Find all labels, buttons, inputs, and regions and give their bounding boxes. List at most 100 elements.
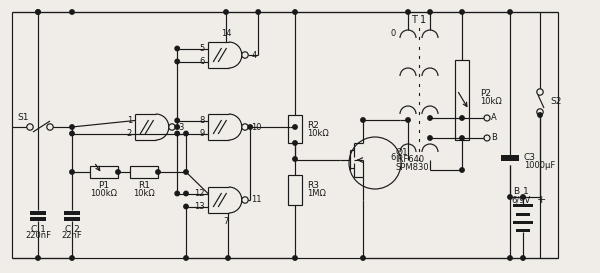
Text: R2: R2 <box>307 120 319 129</box>
Text: 13: 13 <box>194 202 205 211</box>
Circle shape <box>175 125 179 129</box>
Text: 1000μF: 1000μF <box>524 162 555 171</box>
Text: S2: S2 <box>550 97 562 106</box>
Text: 1: 1 <box>127 116 132 125</box>
Text: 14: 14 <box>221 28 231 37</box>
Text: 12: 12 <box>194 189 205 198</box>
Circle shape <box>184 256 188 260</box>
Circle shape <box>484 135 490 141</box>
Text: 1MΩ: 1MΩ <box>307 189 326 198</box>
Text: 6/9V: 6/9V <box>511 195 530 204</box>
Circle shape <box>293 10 297 14</box>
Text: SPM830: SPM830 <box>395 164 428 173</box>
Circle shape <box>70 256 74 260</box>
Circle shape <box>175 46 179 51</box>
Text: 10kΩ: 10kΩ <box>480 97 502 106</box>
Circle shape <box>538 113 542 117</box>
Circle shape <box>521 195 525 199</box>
Text: C3: C3 <box>524 153 536 162</box>
Circle shape <box>428 10 432 14</box>
Circle shape <box>47 124 53 130</box>
Bar <box>30 211 46 215</box>
Text: 22nF: 22nF <box>62 232 82 241</box>
Text: P2: P2 <box>480 90 491 99</box>
Circle shape <box>537 109 543 115</box>
Circle shape <box>521 256 525 260</box>
Bar <box>288 115 302 143</box>
Text: C 1: C 1 <box>31 224 46 233</box>
Circle shape <box>406 118 410 122</box>
Circle shape <box>184 204 188 209</box>
Circle shape <box>248 125 253 129</box>
Bar <box>501 157 519 161</box>
Text: IRF640: IRF640 <box>395 156 424 165</box>
Bar <box>30 217 46 221</box>
Circle shape <box>484 115 490 121</box>
Circle shape <box>460 136 464 140</box>
Text: Q1: Q1 <box>395 147 408 156</box>
Circle shape <box>36 10 40 14</box>
Circle shape <box>293 141 297 145</box>
Text: 6: 6 <box>391 153 396 162</box>
Bar <box>64 211 80 215</box>
Text: R1: R1 <box>138 182 150 191</box>
Circle shape <box>70 170 74 174</box>
Circle shape <box>70 125 74 129</box>
Circle shape <box>175 131 179 136</box>
Circle shape <box>36 256 40 260</box>
Text: +: + <box>537 195 547 205</box>
Bar <box>90 166 118 178</box>
Text: 9: 9 <box>200 129 205 138</box>
Text: 10: 10 <box>251 123 262 132</box>
Circle shape <box>508 256 512 260</box>
Text: 0: 0 <box>391 28 396 37</box>
Circle shape <box>242 124 248 130</box>
Circle shape <box>293 157 297 161</box>
Text: 4: 4 <box>251 51 256 60</box>
Circle shape <box>175 118 179 123</box>
Circle shape <box>293 125 297 129</box>
Circle shape <box>406 10 410 14</box>
Circle shape <box>175 59 179 64</box>
Circle shape <box>27 124 33 130</box>
Text: 6: 6 <box>200 57 205 66</box>
Text: 100kΩ: 100kΩ <box>91 188 118 197</box>
Bar <box>516 213 530 216</box>
Text: 2: 2 <box>127 129 132 138</box>
Text: R3: R3 <box>307 182 319 191</box>
Bar <box>513 221 533 224</box>
Text: C 2: C 2 <box>65 224 79 233</box>
Circle shape <box>226 256 230 260</box>
Circle shape <box>242 197 248 203</box>
Bar <box>501 155 519 159</box>
Text: P1: P1 <box>98 182 110 191</box>
Text: 10kΩ: 10kΩ <box>133 188 155 197</box>
Circle shape <box>184 131 188 136</box>
Circle shape <box>508 10 512 14</box>
Bar <box>455 60 469 140</box>
Text: 7: 7 <box>223 218 229 227</box>
Bar <box>130 166 158 178</box>
Text: 10kΩ: 10kΩ <box>307 129 329 138</box>
Text: 8: 8 <box>200 116 205 125</box>
Circle shape <box>537 89 543 95</box>
Circle shape <box>361 256 365 260</box>
Bar <box>513 204 533 207</box>
Text: T 1: T 1 <box>412 15 427 25</box>
Circle shape <box>70 10 74 14</box>
Circle shape <box>156 170 160 174</box>
Circle shape <box>256 10 260 14</box>
Circle shape <box>460 10 464 14</box>
Circle shape <box>36 10 40 14</box>
Circle shape <box>184 170 188 174</box>
Circle shape <box>293 256 297 260</box>
Circle shape <box>175 191 179 196</box>
Circle shape <box>224 10 228 14</box>
Text: S1: S1 <box>17 112 29 121</box>
Bar <box>516 229 530 232</box>
Circle shape <box>184 191 188 196</box>
Circle shape <box>242 52 248 58</box>
Text: 3: 3 <box>178 123 184 132</box>
Text: B 1: B 1 <box>514 188 529 197</box>
Circle shape <box>460 168 464 172</box>
